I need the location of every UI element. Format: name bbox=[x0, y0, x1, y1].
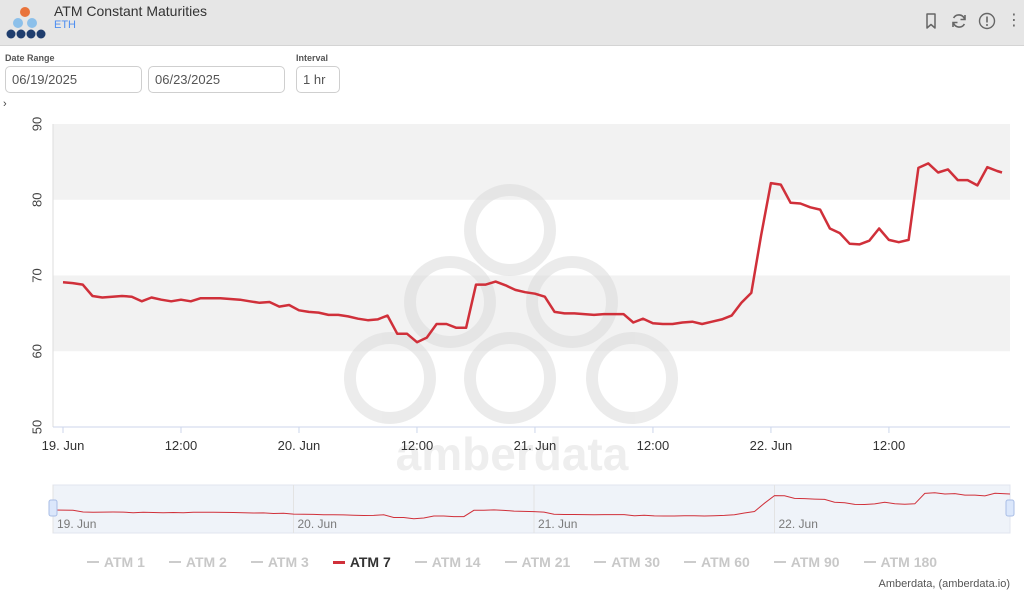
legend-swatch bbox=[773, 561, 786, 563]
navigator-tick-label: 21. Jun bbox=[538, 517, 577, 531]
y-tick-label: 70 bbox=[29, 268, 44, 282]
x-tick-label: 12:00 bbox=[165, 438, 198, 453]
navigator-handle-right[interactable] bbox=[1005, 499, 1015, 517]
y-tick-label: 80 bbox=[29, 193, 44, 207]
legend-item[interactable]: ATM 3 bbox=[250, 554, 309, 570]
legend-label: ATM 90 bbox=[790, 554, 840, 570]
refresh-icon[interactable] bbox=[950, 12, 968, 30]
panel-header: ATM Constant Maturities ETH ⋮ bbox=[0, 0, 1024, 46]
legend-label: ATM 21 bbox=[521, 554, 571, 570]
asset-subtitle: ETH bbox=[54, 19, 76, 31]
legend-label: ATM 60 bbox=[701, 554, 750, 570]
legend-swatch bbox=[250, 561, 263, 563]
chart-credits[interactable]: Amberdata, (amberdata.io) bbox=[878, 578, 1010, 590]
legend-swatch bbox=[863, 561, 876, 563]
navigator[interactable]: 19. Jun 20. Jun 21. Jun 22. Jun bbox=[48, 484, 1015, 534]
legend-swatch bbox=[414, 561, 427, 563]
watermark-logo bbox=[344, 184, 678, 424]
legend-item[interactable]: ATM 30 bbox=[594, 554, 660, 570]
legend-label: ATM 7 bbox=[349, 554, 391, 570]
start-date-input[interactable]: 06/19/2025 bbox=[5, 66, 142, 93]
legend-swatch bbox=[684, 561, 697, 563]
x-tick-label: 12:00 bbox=[401, 438, 434, 453]
legend-label: ATM 14 bbox=[431, 554, 481, 570]
navigator-tick-label: 19. Jun bbox=[57, 517, 96, 531]
legend-item[interactable]: ATM 180 bbox=[863, 554, 938, 570]
more-vertical-icon[interactable]: ⋮ bbox=[1006, 12, 1022, 29]
watermark-text: amberdata bbox=[396, 428, 629, 480]
legend-label: ATM 30 bbox=[611, 554, 661, 570]
x-tick-label: 21. Jun bbox=[514, 438, 557, 453]
navigator-tick-label: 22. Jun bbox=[779, 517, 818, 531]
legend-item[interactable]: ATM 1 bbox=[86, 554, 145, 570]
legend-label: ATM 2 bbox=[185, 554, 227, 570]
legend-item[interactable]: ATM 14 bbox=[414, 554, 481, 570]
y-tick-label: 90 bbox=[29, 117, 44, 131]
legend-swatch bbox=[332, 560, 345, 564]
expand-chevron-icon[interactable]: › bbox=[3, 98, 7, 110]
date-range-label: Date Range bbox=[5, 53, 55, 63]
panel-title: ATM Constant Maturities bbox=[54, 3, 208, 19]
x-axis: 19. Jun 12:00 20. Jun 12:00 21. Jun 12:00 22. … bbox=[42, 427, 906, 453]
legend-item[interactable]: ATM 2 bbox=[168, 554, 227, 570]
navigator-axis: 19. Jun 20. Jun 21. Jun 22. Jun bbox=[57, 517, 818, 531]
interval-select[interactable]: 1 hr bbox=[296, 66, 340, 93]
x-tick-label: 19. Jun bbox=[42, 438, 85, 453]
bookmark-icon[interactable] bbox=[922, 12, 940, 30]
legend-label: ATM 180 bbox=[880, 554, 938, 570]
legend-swatch bbox=[168, 561, 181, 563]
series-line-atm-7[interactable] bbox=[62, 162, 1003, 344]
info-icon[interactable] bbox=[978, 12, 996, 30]
navigator-mask[interactable] bbox=[52, 484, 1011, 534]
legend-swatch bbox=[594, 561, 607, 563]
legend-item[interactable]: ATM 21 bbox=[504, 554, 571, 570]
amberdata-logo bbox=[6, 7, 46, 39]
y-tick-label: 50 bbox=[29, 420, 44, 434]
legend-swatch bbox=[86, 561, 99, 563]
grid-bands bbox=[52, 124, 1010, 427]
end-date-input[interactable]: 06/23/2025 bbox=[148, 66, 285, 93]
x-tick-label: 12:00 bbox=[873, 438, 906, 453]
x-tick-label: 22. Jun bbox=[750, 438, 793, 453]
interval-label: Interval bbox=[296, 53, 329, 63]
legend-swatch bbox=[504, 561, 517, 563]
grid-band bbox=[53, 124, 1010, 200]
header-actions: ⋮ bbox=[922, 12, 1022, 30]
y-tick-label: 60 bbox=[29, 344, 44, 358]
atm-chart: amberdata 50 60 70 80 90 19. Jun 12:00 20. Jun… bbox=[29, 117, 1015, 534]
legend-label: ATM 1 bbox=[103, 554, 145, 570]
chart-legend: ATM 1 ATM 2 ATM 3 ATM 7 ATM 14 ATM 21 ATM 30 AT… bbox=[0, 554, 1024, 570]
legend-label: ATM 3 bbox=[267, 554, 309, 570]
x-tick-label: 20. Jun bbox=[278, 438, 321, 453]
legend-item[interactable]: ATM 7 bbox=[332, 554, 391, 570]
x-tick-label: 12:00 bbox=[637, 438, 670, 453]
navigator-handle-left[interactable] bbox=[48, 499, 58, 517]
navigator-tick-label: 20. Jun bbox=[298, 517, 337, 531]
navigator-series-line bbox=[52, 492, 1011, 520]
y-axis: 50 60 70 80 90 bbox=[29, 117, 44, 434]
legend-item[interactable]: ATM 90 bbox=[773, 554, 840, 570]
legend-item[interactable]: ATM 60 bbox=[684, 554, 750, 570]
